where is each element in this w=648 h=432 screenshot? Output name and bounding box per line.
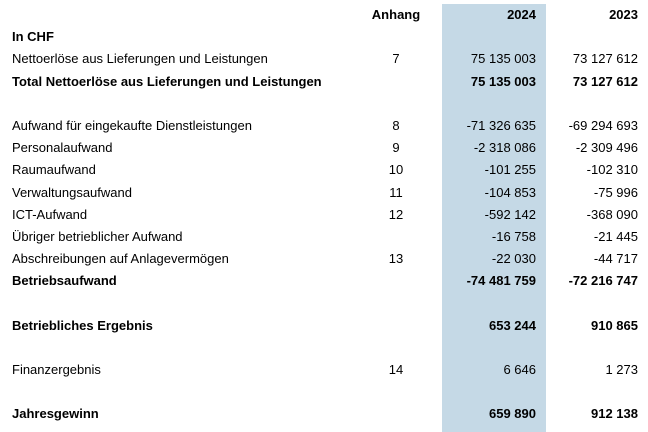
row-note: [350, 381, 442, 403]
row-label: Aufwand für eingekaufte Dienstleistungen: [12, 118, 252, 134]
row-value-current: [442, 337, 546, 359]
table-row: Jahresgewinn 659 890 912 138: [0, 403, 648, 425]
row-value-prior: 1 273: [605, 362, 638, 378]
table-row: Abschreibungen auf Anlagevermögen 13 -22 0…: [0, 248, 648, 270]
row-value-current: [442, 381, 546, 403]
table-row: Raumaufwand 10 -101 255 -102 310: [0, 159, 648, 181]
row-label: Personalaufwand: [12, 140, 113, 156]
row-label: Betriebliches Ergebnis: [12, 317, 153, 333]
row-label: Total Nettoerlöse aus Lieferungen und Le…: [12, 73, 322, 89]
table-row: [0, 337, 648, 359]
row-value-current: 6 646: [503, 362, 536, 378]
table-row: Nettoerlöse aus Lieferungen und Leistung…: [0, 48, 648, 70]
row-label: Raumaufwand: [12, 162, 96, 178]
table-row: Total Nettoerlöse aus Lieferungen und Le…: [0, 71, 648, 93]
row-note: [350, 26, 442, 48]
header-year-prior: 2023: [609, 7, 638, 23]
row-note: 14: [388, 362, 404, 378]
table-row: [0, 93, 648, 115]
row-value-current: 75 135 003: [470, 73, 536, 89]
header-year-current: 2024: [507, 7, 536, 23]
row-note: [350, 226, 442, 248]
row-label: In CHF: [12, 29, 54, 45]
table-row: Betriebliches Ergebnis 653 244 910 865: [0, 315, 648, 337]
table-row: Verwaltungsaufwand 11 -104 853 -75 996: [0, 182, 648, 204]
row-value-prior: -368 090: [586, 206, 638, 222]
header-label-cell: [0, 4, 350, 26]
row-label: [0, 292, 350, 314]
row-note: [350, 403, 442, 425]
row-note: 11: [389, 184, 403, 200]
row-label: Betriebsaufwand: [12, 273, 117, 289]
row-value-prior: -2 309 496: [575, 140, 638, 156]
income-statement-table: Anhang 2024 2023 In CHF Nettoerlöse aus L…: [0, 4, 648, 426]
header-note-label: Anhang: [371, 7, 421, 23]
row-note: [350, 315, 442, 337]
row-value-current: 659 890: [489, 406, 536, 422]
row-note: 12: [388, 206, 404, 222]
row-label: Übriger betrieblicher Aufwand: [12, 228, 183, 244]
row-note: [350, 270, 442, 292]
row-value-prior: -75 996: [593, 184, 638, 200]
row-value-current: [442, 26, 546, 48]
row-value-prior: [546, 337, 648, 359]
row-note: [350, 292, 442, 314]
row-label: Jahresgewinn: [12, 406, 99, 422]
row-label: [0, 93, 350, 115]
row-value-current: [442, 93, 546, 115]
row-value-prior: [546, 93, 648, 115]
header-row: Anhang 2024 2023: [0, 4, 648, 26]
table-row: [0, 292, 648, 314]
row-note: 7: [392, 51, 400, 67]
row-value-prior: -44 717: [593, 251, 638, 267]
table-row: [0, 381, 648, 403]
row-label: Finanzergebnis: [12, 362, 101, 378]
statement-rows: In CHF Nettoerlöse aus Lieferungen und Le…: [0, 26, 648, 425]
row-note: [350, 337, 442, 359]
row-label: [0, 337, 350, 359]
row-label: ICT-Aufwand: [12, 206, 88, 222]
table-row: Übriger betrieblicher Aufwand -16 758 -21 …: [0, 226, 648, 248]
row-value-prior: 73 127 612: [572, 51, 638, 67]
row-note: 9: [392, 140, 400, 156]
row-value-current: -592 142: [484, 206, 536, 222]
row-value-prior: -102 310: [586, 162, 638, 178]
row-value-current: -22 030: [491, 251, 536, 267]
row-label: Verwaltungsaufwand: [12, 184, 132, 200]
row-note: 8: [392, 118, 400, 134]
row-value-prior: 910 865: [591, 317, 638, 333]
row-value-prior: [546, 381, 648, 403]
table-row: Finanzergebnis 14 6 646 1 273: [0, 359, 648, 381]
row-value-current: -104 853: [484, 184, 536, 200]
table-row: In CHF: [0, 26, 648, 48]
row-value-prior: 73 127 612: [572, 73, 638, 89]
table-row: ICT-Aufwand 12 -592 142 -368 090: [0, 204, 648, 226]
row-value-current: -74 481 759: [466, 273, 536, 289]
row-value-current: 75 135 003: [470, 51, 536, 67]
row-label: Abschreibungen auf Anlagevermögen: [12, 251, 229, 267]
row-value-current: -2 318 086: [473, 140, 536, 156]
row-value-prior: 912 138: [591, 406, 638, 422]
row-value-current: -71 326 635: [466, 118, 536, 134]
row-value-prior: -21 445: [593, 228, 638, 244]
row-note: [350, 93, 442, 115]
row-value-current: [442, 292, 546, 314]
current-year-highlight: [442, 4, 546, 432]
row-label: [0, 381, 350, 403]
row-value-prior: -69 294 693: [568, 118, 638, 134]
row-value-prior: -72 216 747: [568, 273, 638, 289]
row-note: [350, 71, 442, 93]
row-value-prior: [546, 292, 648, 314]
table-row: Betriebsaufwand -74 481 759 -72 216 747: [0, 270, 648, 292]
row-value-current: 653 244: [489, 317, 536, 333]
row-value-prior: [546, 26, 648, 48]
table-row: Aufwand für eingekaufte Dienstleistungen…: [0, 115, 648, 137]
row-note: 13: [388, 251, 404, 267]
row-note: 10: [388, 162, 404, 178]
row-value-current: -16 758: [491, 228, 536, 244]
row-value-current: -101 255: [484, 162, 536, 178]
row-label: Nettoerlöse aus Lieferungen und Leistung…: [12, 51, 268, 67]
table-row: Personalaufwand 9 -2 318 086 -2 309 496: [0, 137, 648, 159]
